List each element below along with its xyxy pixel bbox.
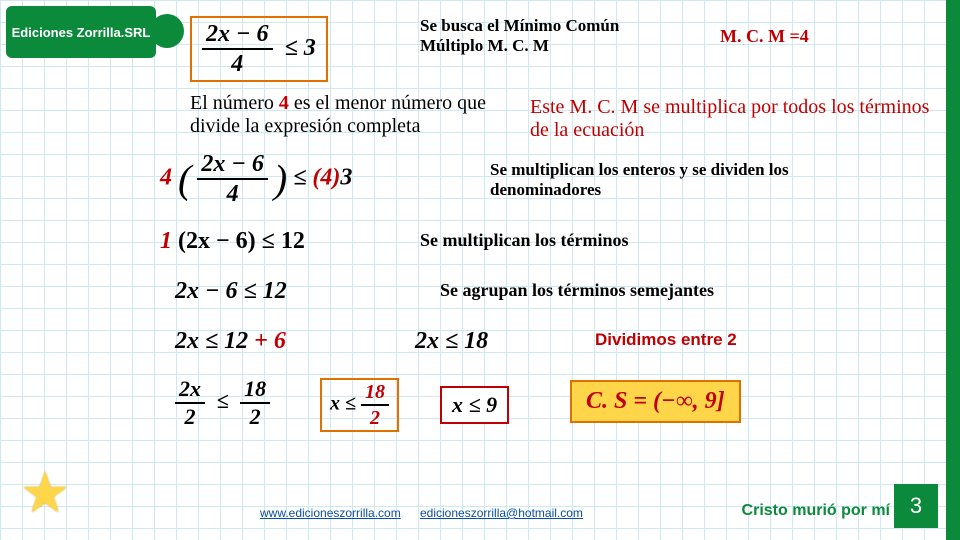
step3-expr: 1 (2x − 6) ≤ 12 xyxy=(160,228,305,255)
s2-rlead: (4) xyxy=(312,165,340,191)
step4-expr: 2x − 6 ≤ 12 xyxy=(175,278,287,305)
s5l: 2x ≤ 12 xyxy=(175,328,248,354)
sol-text: C. S = (−∞, 9] xyxy=(570,380,741,423)
s6-result: x ≤ 9 xyxy=(440,386,509,424)
eq1-den: 4 xyxy=(227,50,247,76)
header-right: M. C. M =4 xyxy=(720,26,809,47)
s6f1d: 2 xyxy=(181,404,200,428)
s3-lead: 1 xyxy=(160,228,178,254)
step4-annot: Se agrupan los términos semejantes xyxy=(440,280,714,301)
explain-left: El número 4 es el menor número que divid… xyxy=(190,92,500,138)
s2-lead: 4 xyxy=(160,165,172,191)
step2-annot: Se multiplican los enteros y se dividen … xyxy=(490,160,810,200)
header-left: Se busca el Mínimo Común Múltiplo M. C. … xyxy=(420,16,680,56)
final-result-box: x ≤ 9 xyxy=(440,386,509,424)
rb-lhs: x ≤ xyxy=(330,393,356,415)
explain-right: Este M. C. M se multiplica por todos los… xyxy=(530,96,930,142)
s6f2d: 2 xyxy=(246,404,265,428)
page-number: 3 xyxy=(894,484,938,528)
step2-expr: 4 ( 2x − 6 4 ) ≤ (4)3 xyxy=(160,152,352,206)
step5-left: 2x ≤ 12 + 6 xyxy=(175,328,286,355)
footer-motto: Cristo murió por mí xyxy=(742,502,890,520)
step5-right: 2x ≤ 18 xyxy=(415,328,488,355)
step6-left: 2x2 ≤ 182 xyxy=(175,378,270,428)
s5p: + 6 xyxy=(248,328,286,354)
step3-annot: Se multiplican los términos xyxy=(420,230,629,251)
s3-expr: (2x − 6) ≤ 12 xyxy=(178,228,305,254)
s6f1n: 2x xyxy=(175,378,205,404)
footer-url[interactable]: www.edicioneszorrilla.com xyxy=(260,506,401,520)
l1a: El número xyxy=(190,92,279,114)
rb-den: 2 xyxy=(366,406,384,428)
solution-box: C. S = (−∞, 9] xyxy=(570,380,741,423)
result-frac-box: x ≤ 182 xyxy=(320,378,399,432)
rb-num: 18 xyxy=(361,382,389,406)
star-icon: ★ xyxy=(20,466,70,522)
s6f2n: 18 xyxy=(240,378,270,404)
initial-inequality: 2x − 6 4 ≤ 3 xyxy=(190,16,328,82)
eq1-num: 2x − 6 xyxy=(202,22,273,50)
s2-num: 2x − 6 xyxy=(197,152,268,180)
step5-annot: Dividimos entre 2 xyxy=(595,330,737,350)
footer-email[interactable]: edicioneszorrilla@hotmail.com xyxy=(420,506,583,520)
l1b: 4 xyxy=(279,92,289,114)
eq1-rhs: ≤ 3 xyxy=(285,35,316,61)
s2-den: 4 xyxy=(223,180,243,206)
s2-rhs: 3 xyxy=(340,165,352,191)
